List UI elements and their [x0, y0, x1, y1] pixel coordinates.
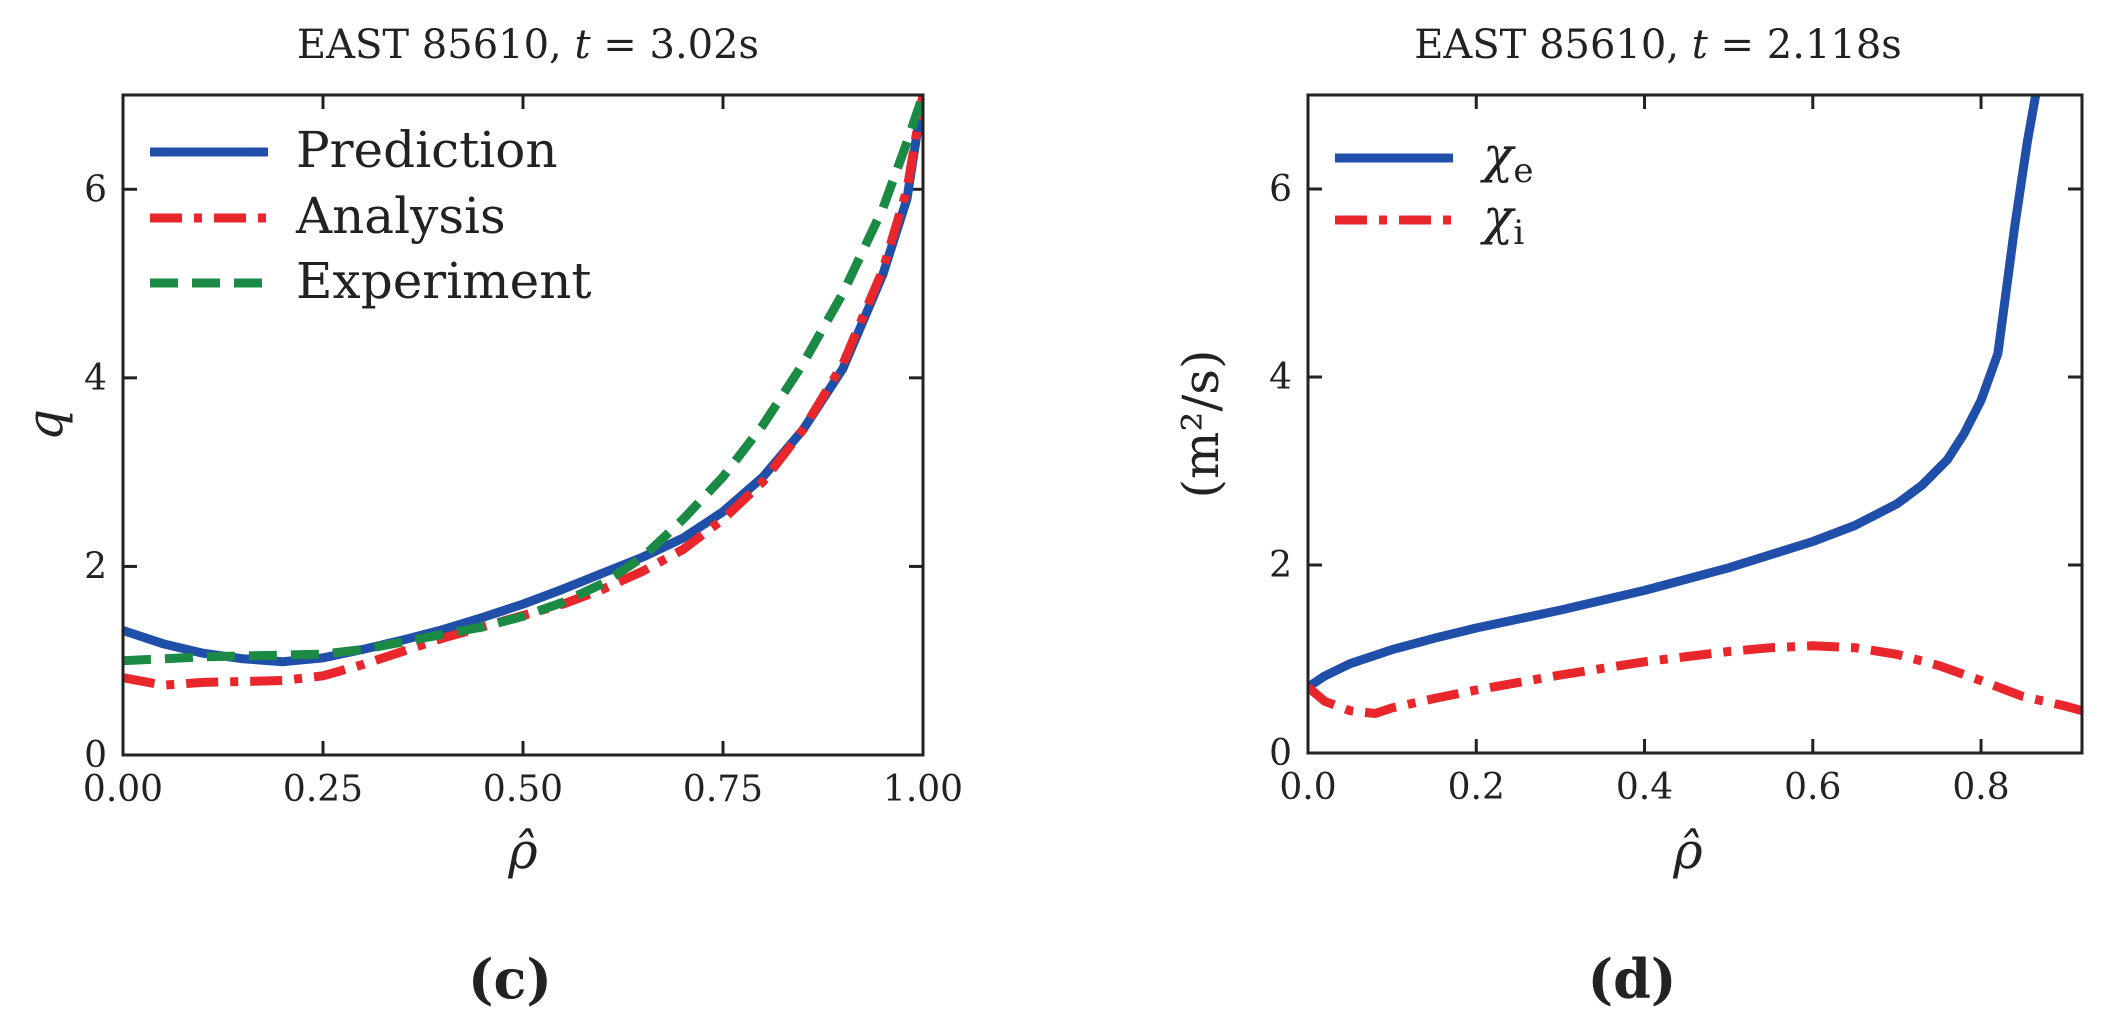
- y-tick-label: 0: [84, 735, 107, 776]
- legend-label-experiment: Experiment: [296, 252, 591, 310]
- panel-c-ticks: 0.00 0.25 0.50 0.75 1.00 0 2 4 6: [83, 95, 963, 810]
- x-tick-label: 0.75: [683, 769, 763, 810]
- y-tick-label: 4: [1269, 357, 1292, 398]
- panel-c: EAST 85610, t = 3.02s 0.00 0.25 0.50 0.75 1.…: [16, 22, 963, 1011]
- x-tick-label: 0.50: [483, 769, 563, 810]
- y-tick-label: 4: [84, 358, 107, 399]
- x-tick-label: 1.00: [883, 769, 963, 810]
- panel-d-ticks: 0.0 0.2 0.4 0.6 0.8 0 2 4 6: [1269, 95, 2082, 808]
- x-tick-label: 0.2: [1448, 767, 1505, 808]
- panel-d-y-label: (m²/s): [1172, 350, 1230, 499]
- legend-label-prediction: Prediction: [296, 121, 558, 179]
- legend-label-chi-i: χi: [1480, 188, 1524, 253]
- x-tick-label: 0.00: [83, 769, 163, 810]
- legend-label-chi-e: χe: [1480, 126, 1533, 191]
- legend-entry-chi-e: χe: [1335, 126, 1533, 191]
- panel-d-lines: [1308, 95, 2082, 718]
- series-line-analysis: [123, 95, 923, 690]
- y-tick-label: 6: [1269, 169, 1292, 210]
- y-tick-label: 2: [84, 546, 107, 587]
- legend-entry-chi-i: χi: [1335, 188, 1524, 253]
- panel-c-lines: [123, 95, 923, 690]
- x-tick-label: 0.0: [1279, 767, 1336, 808]
- series-line--i: [1308, 641, 2082, 718]
- panel-d-title: EAST 85610, t = 2.118s: [1414, 22, 1902, 68]
- panel-c-legend: Prediction Analysis Experiment: [150, 121, 591, 310]
- legend-label-analysis: Analysis: [295, 187, 506, 245]
- panel-d-legend: χe χi: [1335, 126, 1533, 253]
- series-line--e: [1308, 95, 2041, 691]
- panel-c-title: EAST 85610, t = 3.02s: [297, 22, 759, 68]
- panel-c-label: (c): [468, 947, 552, 1011]
- panel-c-y-label: q: [16, 409, 74, 441]
- legend-entry-analysis: Analysis: [150, 187, 506, 245]
- panel-d-frame: [1306, 93, 2084, 755]
- y-tick-label: 2: [1269, 545, 1292, 586]
- panel-c-frame: [121, 93, 925, 757]
- legend-entry-prediction: Prediction: [150, 121, 558, 179]
- series-line-prediction: [123, 95, 923, 667]
- panel-c-x-label: ρ̂: [507, 822, 538, 880]
- x-tick-label: 0.4: [1616, 767, 1673, 808]
- panel-d-label: (d): [1588, 947, 1677, 1011]
- x-tick-label: 0.8: [1952, 767, 2009, 808]
- x-tick-label: 0.25: [283, 769, 363, 810]
- y-tick-label: 6: [84, 169, 107, 210]
- x-tick-label: 0.6: [1784, 767, 1841, 808]
- panel-d: EAST 85610, t = 2.118s 0.0 0.2 0.4 0.6 0.8 0 2…: [1172, 22, 2084, 1011]
- series-line-experiment: [123, 95, 923, 666]
- y-tick-label: 0: [1269, 733, 1292, 774]
- legend-entry-experiment: Experiment: [150, 252, 591, 310]
- panel-d-x-label: ρ̂: [1672, 822, 1703, 880]
